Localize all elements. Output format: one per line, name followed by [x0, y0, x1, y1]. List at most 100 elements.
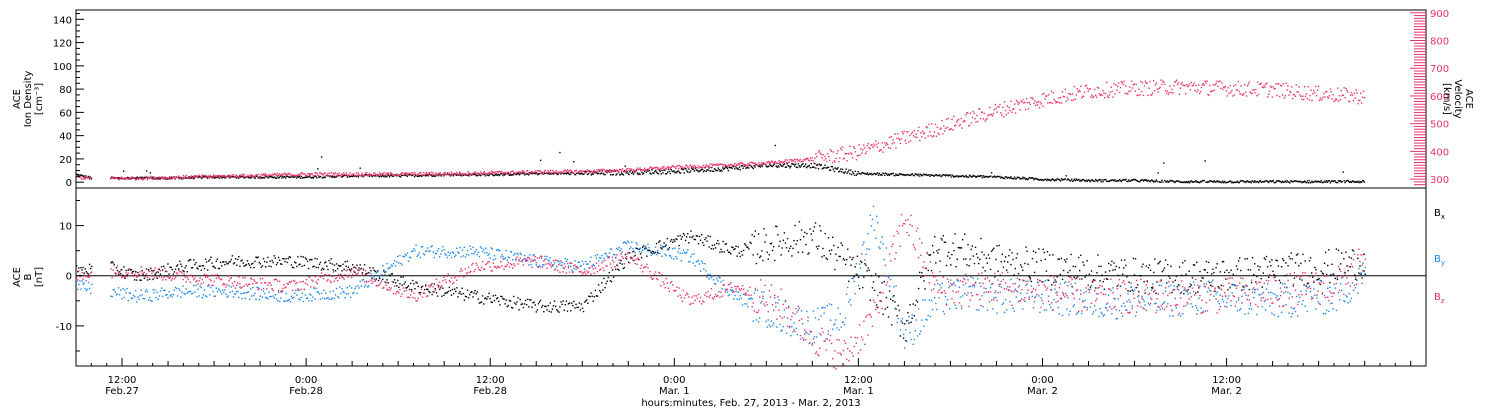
velocity-point	[1093, 95, 1095, 98]
b-point	[384, 271, 386, 273]
velocity-point	[441, 173, 443, 176]
density-point	[1159, 181, 1161, 183]
density-point	[1128, 179, 1130, 181]
density-point	[1325, 180, 1328, 182]
density-point	[440, 175, 442, 177]
density-point	[1289, 182, 1291, 184]
velocity-point	[402, 174, 405, 176]
density-point	[1185, 181, 1187, 184]
b-point	[703, 244, 705, 247]
b-point	[697, 259, 700, 262]
velocity-point	[713, 163, 716, 166]
velocity-point	[322, 174, 325, 176]
top-left-tick-label: 0	[66, 178, 72, 189]
velocity-point	[1133, 83, 1136, 85]
velocity-point	[533, 171, 535, 173]
velocity-point	[1091, 94, 1093, 96]
velocity-point	[944, 127, 947, 129]
density-point	[309, 176, 312, 179]
density-point	[1196, 181, 1198, 184]
b-point	[572, 304, 574, 307]
density-point	[394, 174, 396, 176]
density-point	[1186, 181, 1189, 184]
velocity-point	[351, 174, 353, 176]
b-point	[86, 288, 89, 291]
b-point	[111, 261, 113, 263]
velocity-point	[942, 133, 944, 135]
b-point	[1190, 284, 1193, 286]
b-point	[611, 269, 614, 271]
b-point	[870, 275, 873, 277]
b-point	[804, 231, 806, 234]
velocity-point	[595, 170, 597, 173]
b-point	[1010, 278, 1012, 281]
b-point	[649, 250, 651, 252]
b-point	[874, 273, 877, 275]
b-point	[1116, 285, 1118, 287]
top-left-ylabel-line3: [cm⁻³]	[34, 83, 45, 115]
velocity-point	[1305, 93, 1308, 95]
density-point	[1114, 178, 1116, 181]
b-point	[812, 310, 815, 312]
b-point	[132, 294, 135, 296]
b-point	[428, 250, 430, 253]
b-point	[129, 292, 132, 294]
velocity-point	[81, 175, 83, 178]
velocity-point	[138, 177, 140, 180]
density-point	[713, 168, 716, 170]
b-point	[528, 306, 530, 308]
b-point	[305, 258, 308, 260]
b-point	[539, 266, 542, 268]
density-point	[585, 170, 587, 173]
b-point	[841, 321, 844, 324]
b-point	[816, 248, 819, 250]
b-point	[771, 324, 774, 327]
density-point	[691, 168, 694, 170]
density-point	[795, 166, 798, 168]
b-point	[793, 239, 795, 242]
velocity-point	[504, 172, 506, 174]
b-point	[634, 254, 636, 257]
b-point	[1277, 265, 1280, 267]
velocity-point	[238, 176, 240, 178]
velocity-point	[1117, 82, 1120, 84]
velocity-point	[712, 164, 714, 167]
velocity-point	[390, 172, 393, 175]
b-point	[927, 269, 929, 272]
velocity-point	[627, 167, 629, 170]
density-point	[683, 172, 685, 174]
velocity-point	[428, 172, 430, 174]
b-point	[981, 251, 983, 253]
b-point	[1289, 257, 1291, 260]
b-point	[993, 247, 995, 250]
b-point	[1141, 266, 1143, 268]
b-point	[884, 275, 887, 277]
b-point	[1081, 312, 1083, 315]
b-point	[1060, 257, 1063, 260]
velocity-point	[925, 126, 927, 128]
density-point	[1127, 180, 1129, 183]
velocity-point	[1163, 81, 1165, 83]
b-point	[911, 317, 913, 320]
b-point	[571, 302, 573, 304]
density-point	[216, 176, 219, 179]
b-point	[1348, 256, 1350, 258]
b-point	[751, 298, 753, 300]
b-point	[216, 290, 219, 293]
density-point	[1359, 181, 1361, 184]
b-point	[146, 291, 149, 293]
velocity-point	[179, 178, 181, 180]
velocity-point	[1214, 84, 1217, 86]
velocity-point	[155, 177, 157, 179]
velocity-point	[702, 164, 705, 167]
b-point	[333, 297, 336, 300]
velocity-point	[243, 173, 245, 176]
velocity-point	[389, 172, 392, 174]
velocity-point	[1304, 95, 1307, 97]
b-point	[245, 292, 248, 294]
velocity-point	[559, 172, 561, 175]
density-point	[1344, 181, 1346, 184]
b-point	[615, 268, 617, 270]
density-point	[156, 177, 158, 180]
velocity-point	[151, 175, 153, 178]
